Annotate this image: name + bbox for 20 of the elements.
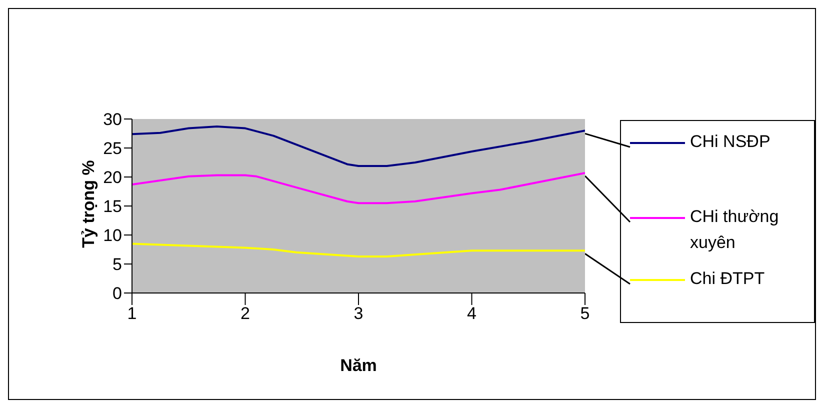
line-series bbox=[132, 172, 585, 204]
x-tick-label: 4 bbox=[467, 304, 476, 324]
x-axis-title: Năm bbox=[339, 356, 378, 376]
y-tick-label: 15 bbox=[103, 197, 122, 216]
y-axis-title: Tỷ trọng % bbox=[79, 159, 99, 250]
y-tick-label: 30 bbox=[103, 110, 122, 130]
y-tick-label: 10 bbox=[103, 226, 122, 246]
legend-label: CHi thường xuyên bbox=[690, 206, 780, 254]
x-tick-label: 2 bbox=[240, 304, 250, 324]
line-series bbox=[132, 126, 585, 167]
y-tick-label: 5 bbox=[112, 255, 122, 274]
legend-label: Chi ĐTPT bbox=[690, 268, 766, 290]
legend-label: CHi NSĐP bbox=[690, 131, 772, 153]
x-tick-label: 3 bbox=[354, 304, 364, 324]
line-series bbox=[132, 242, 585, 258]
y-tick-label: 25 bbox=[103, 139, 122, 158]
x-tick-label: 5 bbox=[580, 304, 590, 324]
x-tick-label: 1 bbox=[127, 304, 137, 324]
y-tick-label: 0 bbox=[112, 284, 122, 304]
y-tick-label: 20 bbox=[103, 168, 122, 188]
